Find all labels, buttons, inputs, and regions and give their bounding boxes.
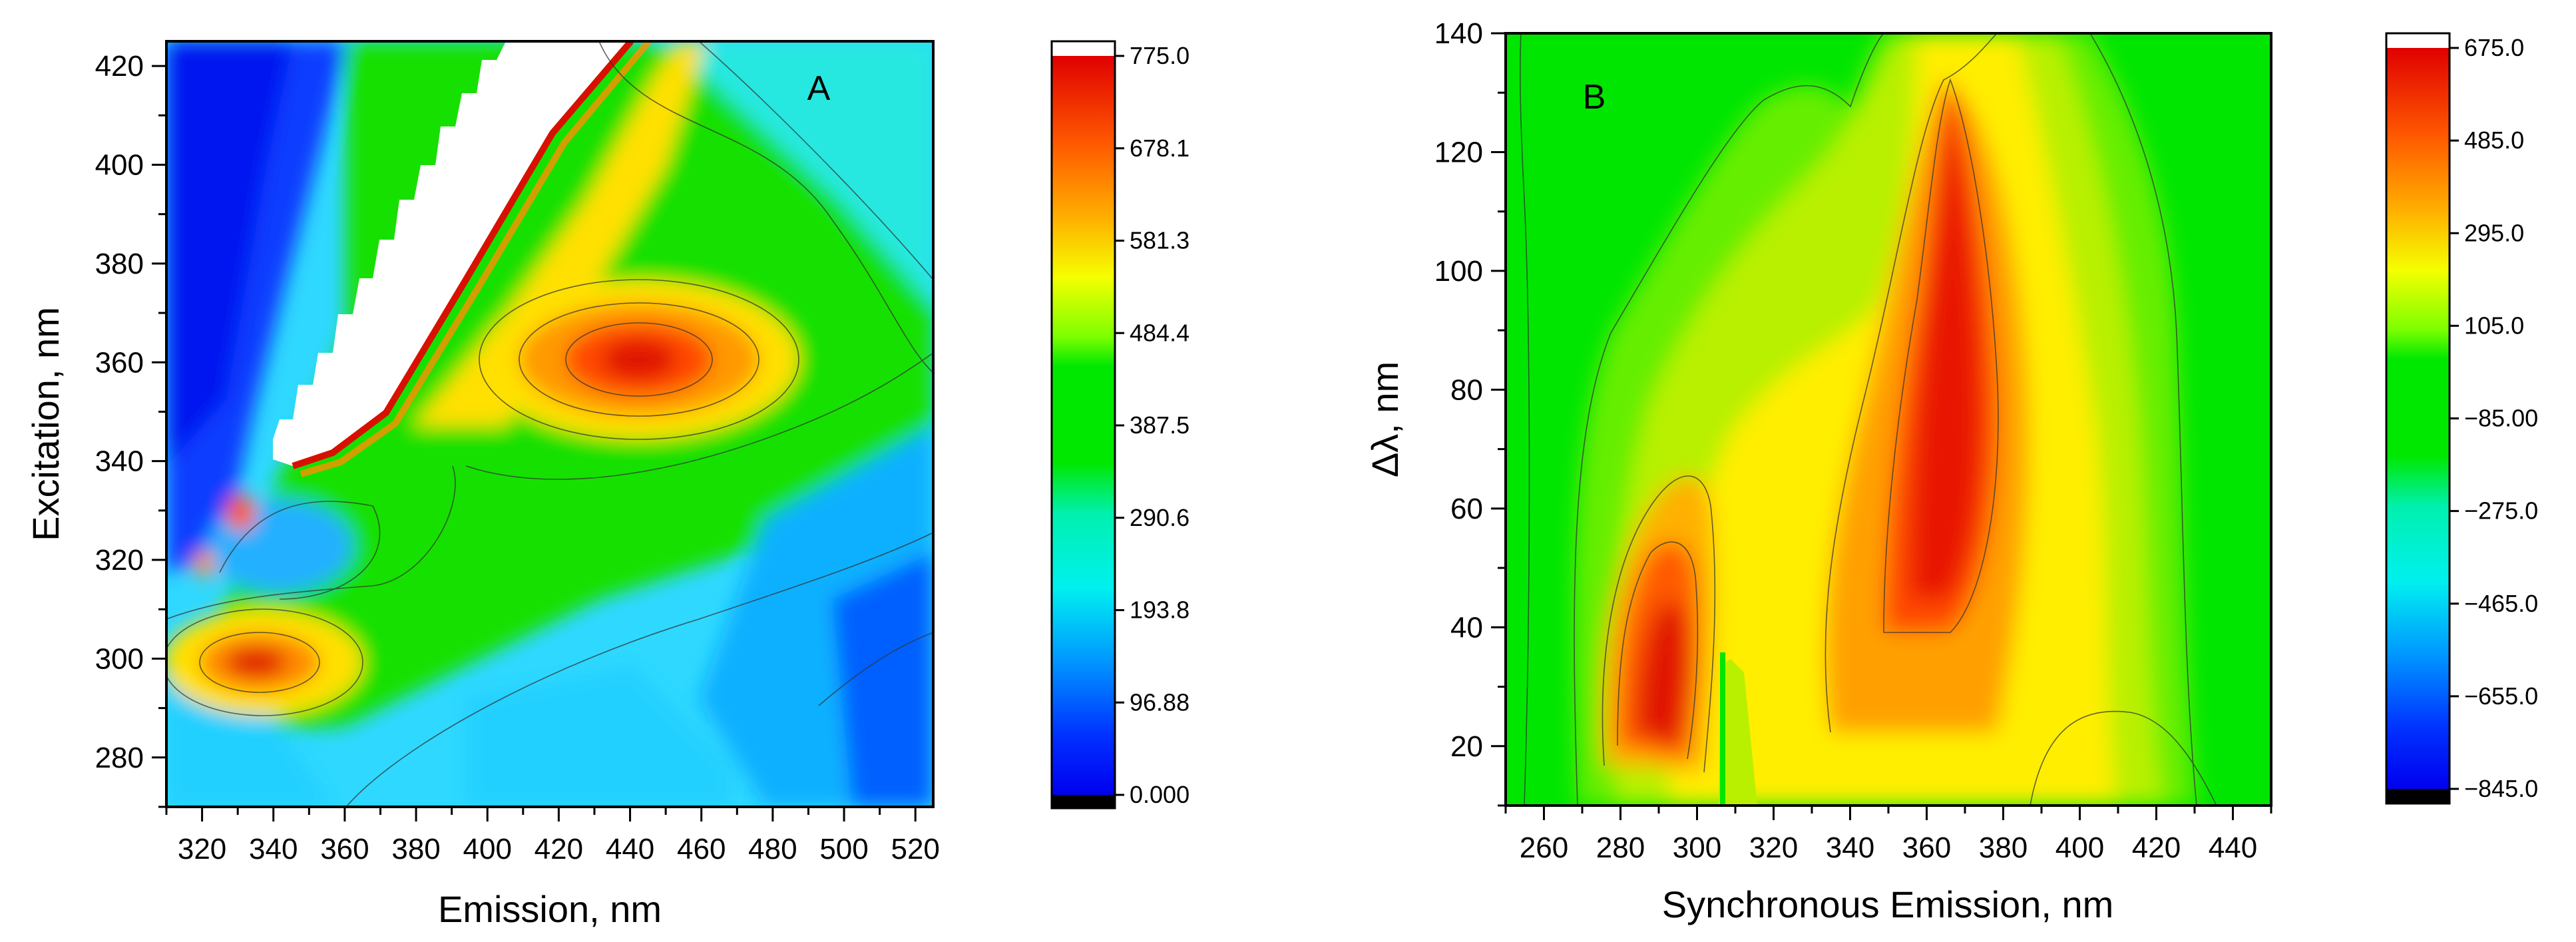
colorbar-tick-label: −275.0 xyxy=(2464,497,2538,525)
colorbar-tick-label: 105.0 xyxy=(2464,312,2524,339)
y-tick-label: 420 xyxy=(95,50,144,83)
x-tick-label: 520 xyxy=(891,833,939,865)
x-tick-label: 340 xyxy=(249,833,298,865)
x-tick-label: 460 xyxy=(677,833,726,865)
colorbar-tick-label: 193.8 xyxy=(1130,596,1189,624)
panel-b-label: B xyxy=(1583,78,1606,117)
panel-b-heatmap xyxy=(1506,33,2271,806)
colorbar-tick-label: −85.00 xyxy=(2464,405,2538,432)
y-tick-label: 60 xyxy=(1450,493,1483,525)
y-tick-label: 80 xyxy=(1450,373,1483,406)
panel-a-y-axis-title: Excitation, nm xyxy=(25,307,67,541)
x-tick-label: 380 xyxy=(1979,831,2028,864)
colorbar-tick-label: 581.3 xyxy=(1130,227,1189,254)
colorbar-tick-label: 290.6 xyxy=(1130,504,1189,531)
x-tick-label: 440 xyxy=(2209,831,2257,864)
colorbar-tick-label: −845.0 xyxy=(2464,775,2538,802)
y-tick-label: 40 xyxy=(1450,611,1483,644)
colorbar-tick-label: 295.0 xyxy=(2464,219,2524,246)
panel-b-x-axis-title: Synchronous Emission, nm xyxy=(1662,883,2114,925)
y-tick-label: 20 xyxy=(1450,730,1483,763)
panel-a-label: A xyxy=(807,69,831,108)
panel-a-axes: 320 340 360 380 400 420 440 460 480 500 520 280 300 3… xyxy=(95,50,940,865)
x-tick-label: 500 xyxy=(819,833,868,865)
colorbar-tick-label: 675.0 xyxy=(2464,34,2524,61)
panel-b-colorbar: 675.0 485.0 295.0 105.0 −85.00 −275.0 −465.0 −6… xyxy=(2385,32,2538,805)
x-tick-label: 480 xyxy=(748,833,797,865)
panel-b-y-axis-title: Δλ, nm xyxy=(1364,361,1406,477)
x-tick-label: 300 xyxy=(1673,831,1721,864)
panel-a-colorbar: 775.0 678.1 581.3 484.4 387.5 290.6 193.8 96.88… xyxy=(1050,40,1189,810)
x-tick-label: 320 xyxy=(178,833,226,865)
colorbar-tick-label: 484.4 xyxy=(1130,319,1189,346)
x-tick-label: 400 xyxy=(463,833,512,865)
x-tick-label: 380 xyxy=(391,833,440,865)
x-tick-label: 400 xyxy=(2055,831,2104,864)
x-tick-label: 320 xyxy=(1749,831,1798,864)
colorbar-tick-label: 0.000 xyxy=(1130,781,1189,808)
y-tick-label: 380 xyxy=(95,248,144,280)
y-tick-label: 100 xyxy=(1434,255,1483,288)
panel-b: 260 280 300 320 340 360 380 400 420 440 20 40 60 80 10… xyxy=(1364,17,2538,925)
x-tick-label: 440 xyxy=(606,833,654,865)
y-tick-label: 120 xyxy=(1434,136,1483,168)
panel-a-x-axis-title: Emission, nm xyxy=(438,888,662,930)
x-tick-label: 280 xyxy=(1596,831,1645,864)
x-tick-label: 260 xyxy=(1520,831,1568,864)
y-tick-label: 140 xyxy=(1434,17,1483,50)
y-tick-label: 400 xyxy=(95,148,144,181)
colorbar-tick-label: 387.5 xyxy=(1130,411,1189,439)
colorbar-tick-label: 96.88 xyxy=(1130,688,1189,716)
y-tick-label: 340 xyxy=(95,445,144,478)
colorbar-tick-label: 485.0 xyxy=(2464,126,2524,154)
panel-a: 320 340 360 380 400 420 440 460 480 500 520 280 300 3… xyxy=(25,40,1189,930)
x-tick-label: 420 xyxy=(2132,831,2181,864)
x-tick-label: 360 xyxy=(1902,831,1951,864)
y-tick-label: 360 xyxy=(95,346,144,379)
y-tick-label: 320 xyxy=(95,544,144,577)
colorbar-tick-label: −465.0 xyxy=(2464,590,2538,617)
y-tick-label: 300 xyxy=(95,642,144,675)
x-tick-label: 360 xyxy=(320,833,369,865)
colorbar-tick-label: −655.0 xyxy=(2464,682,2538,710)
x-tick-label: 340 xyxy=(1826,831,1874,864)
panel-a-plot-frame xyxy=(165,40,935,808)
x-tick-label: 420 xyxy=(535,833,583,865)
colorbar-tick-label: 678.1 xyxy=(1130,134,1189,162)
panel-a-heatmap xyxy=(166,41,933,807)
colorbar-tick-label: 775.0 xyxy=(1130,42,1189,69)
panel-b-axes: 260 280 300 320 340 360 380 400 420 440 20 40 60 80 10… xyxy=(1434,17,2272,864)
y-tick-label: 280 xyxy=(95,742,144,774)
